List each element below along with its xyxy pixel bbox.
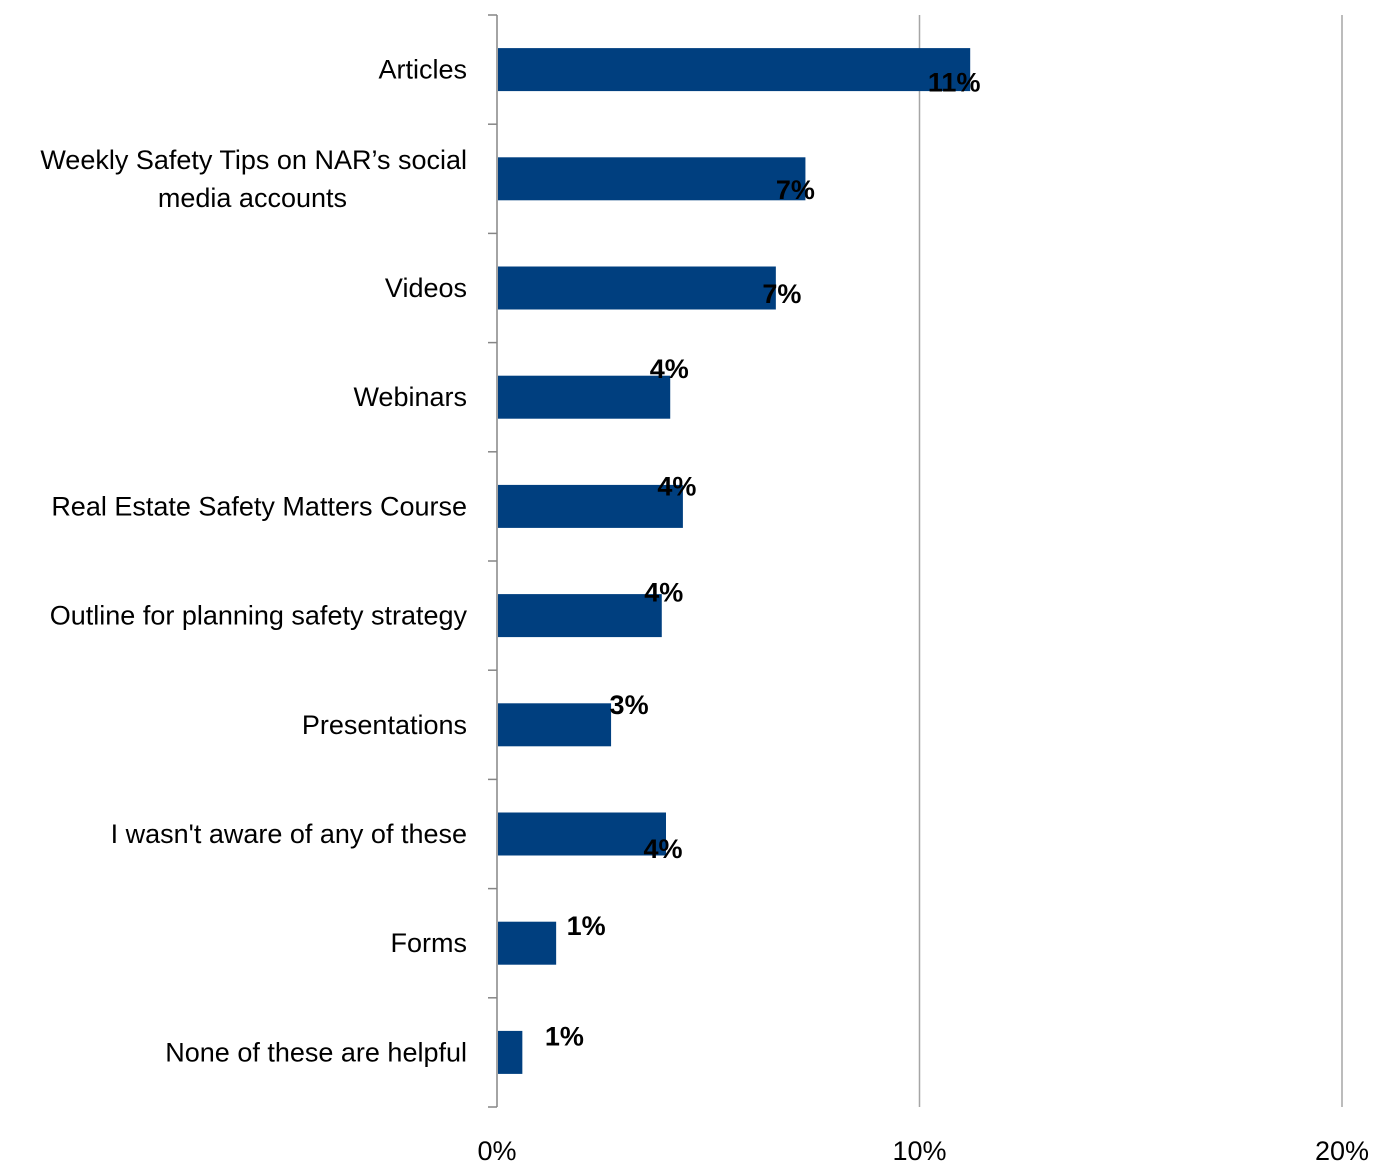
data-label: 4%	[643, 834, 682, 864]
category-label: Presentations	[302, 710, 467, 740]
data-label: 4%	[657, 471, 696, 501]
category-label: I wasn't aware of any of these	[111, 819, 467, 849]
category-label: Weekly Safety Tips on NAR’s social media …	[40, 145, 467, 213]
data-label: 1%	[545, 1021, 584, 1051]
data-label: 7%	[776, 175, 815, 205]
data-label: 4%	[644, 578, 683, 608]
bar	[498, 157, 806, 201]
category-label: Webinars	[353, 382, 467, 412]
bar	[498, 484, 683, 528]
bar	[498, 48, 971, 92]
category-label: Outline for planning safety strategy	[50, 601, 468, 631]
category-label-line: Articles	[378, 55, 467, 85]
category-label-line: Webinars	[353, 382, 467, 412]
x-tick-label: 20%	[1315, 1136, 1369, 1163]
category-label-line: Forms	[391, 928, 468, 958]
category-label-line: Outline for planning safety strategy	[50, 601, 468, 631]
category-label-line: Weekly Safety Tips on NAR’s social	[40, 145, 467, 175]
bar	[498, 921, 557, 965]
category-label: Videos	[385, 273, 467, 303]
x-tick-label: 0%	[477, 1136, 516, 1163]
bar	[498, 594, 662, 638]
bar	[498, 375, 671, 419]
bar	[498, 703, 612, 747]
data-label: 3%	[610, 690, 649, 720]
category-label: Forms	[391, 928, 468, 958]
category-label: Articles	[378, 55, 467, 85]
data-label: 1%	[567, 911, 606, 941]
category-label-line: I wasn't aware of any of these	[111, 819, 467, 849]
bar	[498, 266, 776, 310]
data-label: 11%	[928, 68, 981, 98]
x-tick-label: 10%	[892, 1136, 946, 1163]
bar	[498, 812, 666, 856]
category-label-line: Real Estate Safety Matters Course	[51, 491, 467, 521]
category-label-line: media accounts	[158, 183, 347, 213]
data-label: 4%	[650, 354, 689, 384]
bar	[498, 1030, 523, 1074]
category-label-line: Videos	[385, 273, 467, 303]
category-label: Real Estate Safety Matters Course	[51, 491, 467, 521]
data-label: 7%	[762, 279, 801, 309]
category-label: None of these are helpful	[165, 1037, 467, 1067]
category-label-line: None of these are helpful	[165, 1037, 467, 1067]
category-label-line: Presentations	[302, 710, 467, 740]
